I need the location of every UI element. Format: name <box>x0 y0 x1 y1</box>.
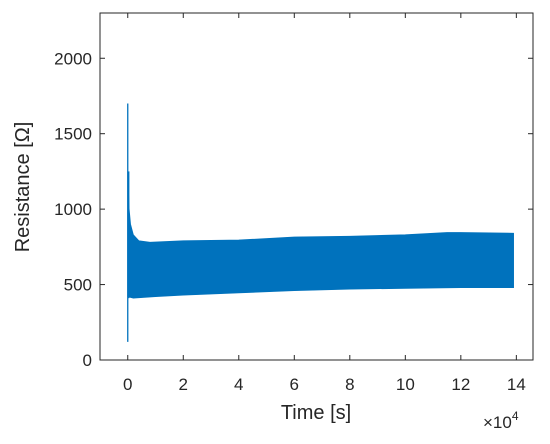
y-tick-label: 500 <box>64 276 92 295</box>
x-tick-label: 12 <box>451 375 470 394</box>
x-axis-exponent-base: ×10 <box>483 413 512 432</box>
x-tick-label: 6 <box>290 375 299 394</box>
x-axis-ticks: 0 2 4 6 8 10 12 14 <box>123 13 526 394</box>
x-axis-label: Time [s] <box>281 402 351 424</box>
x-tick-label: 0 <box>123 375 132 394</box>
y-axis-label: Resistance [Ω] <box>12 122 34 253</box>
x-tick-label: 4 <box>234 375 243 394</box>
plot-background <box>100 13 533 360</box>
y-tick-label: 1500 <box>54 125 92 144</box>
plot-frame <box>99 12 534 361</box>
x-axis-exponent: ×104 <box>483 409 519 432</box>
x-tick-label: 14 <box>507 375 526 394</box>
y-tick-label: 0 <box>83 351 92 370</box>
data-layer <box>127 103 514 342</box>
y-tick-label: 2000 <box>54 49 92 68</box>
y-axis-ticks: 0 500 1000 1500 2000 <box>54 49 533 370</box>
x-axis-exponent-power: 4 <box>512 409 519 423</box>
y-tick-label: 1000 <box>54 200 92 219</box>
x-tick-label: 8 <box>345 375 354 394</box>
x-tick-label: 10 <box>396 375 415 394</box>
x-tick-label: 2 <box>179 375 188 394</box>
series-band <box>127 171 514 299</box>
